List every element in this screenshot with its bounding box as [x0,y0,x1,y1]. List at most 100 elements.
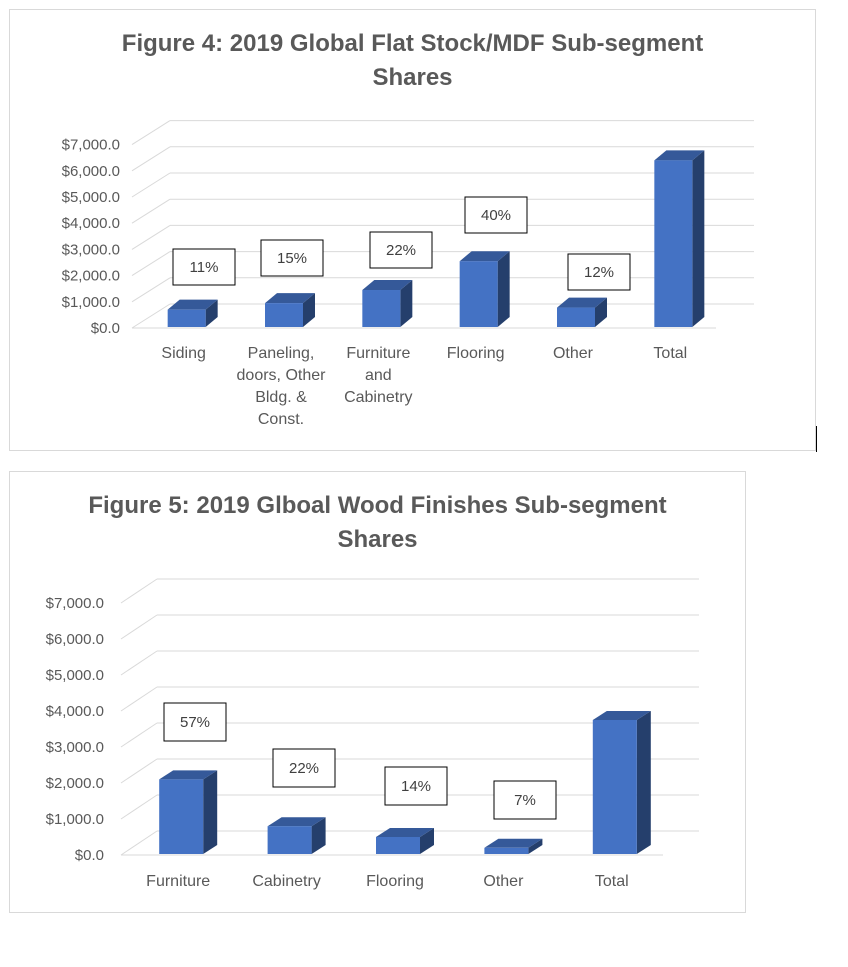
chart-1-plot: $0.0 $1,000.0 $2,000.0 $3,000.0 $4,000.0 $5,0… [62,120,754,428]
bar-top [267,817,326,827]
bar [159,779,204,854]
data-label-box [464,196,528,234]
y-tick-label: $3,000.0 [62,241,120,258]
data-label-box [567,253,631,291]
bar-top [557,297,607,308]
y-tick-label: $2,000.0 [62,268,120,285]
bar-top [654,150,705,161]
bar-side [205,299,218,327]
bar-side [311,817,326,854]
data-label: 15% [277,250,307,267]
chart-1-title-line1: Figure 4: 2019 Global Flat Stock/MDF Sub… [121,30,704,57]
y-tick-label: $1,000.0 [62,294,120,311]
bar-side [692,150,705,327]
y-tick-label: $1,000.0 [46,811,104,828]
y-tick-label: $7,000.0 [62,137,120,154]
y-tick-label: $6,000.0 [46,631,104,648]
bar-side [203,770,218,854]
gridline-depth [131,198,171,224]
bar-top [167,299,218,310]
bar [362,290,401,327]
y-tick-label: $4,000.0 [46,703,104,720]
x-tick-label: Cabinetry [344,389,412,406]
bar-side [303,293,315,327]
bar-side [595,297,607,327]
bar-side [420,828,434,854]
bar-side [636,711,651,854]
data-label: 7% [514,792,536,809]
gridline-depth [131,251,171,277]
bar-top [362,280,413,291]
bar-top [484,838,543,848]
data-label-box [172,248,236,286]
data-label: 14% [401,778,431,795]
chart-2-title-line2: Shares [337,526,418,553]
gridline-depth [131,277,171,303]
y-tick-label: $2,000.0 [46,775,104,792]
bar [167,309,206,327]
x-tick-label: Furniture [346,345,410,362]
gridline-depth [131,120,171,146]
bar-top [376,828,434,837]
x-tick-label: Bldg. & [255,389,307,406]
x-tick-label: Total [595,873,629,890]
x-tick-label: Flooring [447,345,505,362]
bar [484,847,529,854]
bar [592,720,637,854]
gridline-depth [120,722,158,748]
chart-2-title-line1: Figure 5: 2019 Glboal Wood Finishes Sub-… [88,492,667,519]
bar-top [159,770,218,780]
y-tick-label: $6,000.0 [62,163,120,180]
chart-2-title: Figure 5: 2019 Glboal Wood Finishes Sub-… [10,489,745,557]
gridline-depth [120,794,158,820]
x-tick-label: and [365,367,392,384]
data-label-box [272,748,336,788]
x-tick-label: Flooring [366,873,424,890]
data-label: 40% [481,207,511,224]
gridline-depth [120,578,158,604]
y-tick-label: $5,000.0 [46,667,104,684]
x-tick-label: Other [483,873,524,890]
bar-top [592,711,651,720]
bar-side [528,838,543,854]
data-label-box [260,239,324,277]
gridline-depth [120,758,158,784]
y-tick-label: $3,000.0 [46,739,104,756]
x-tick-label: Paneling, [248,345,315,362]
data-label: 57% [180,714,210,731]
x-tick-label: Cabinetry [252,873,320,890]
x-tick-label: doors, Other [237,367,327,384]
data-label: 22% [386,242,416,259]
x-tick-label: Total [653,345,687,362]
edge-mark [816,426,817,452]
bar-top [459,251,510,262]
y-tick-label: $5,000.0 [62,189,120,206]
data-label-box [493,780,557,820]
chart-1-title-line2: Shares [372,64,453,91]
y-tick-label: $0.0 [91,320,120,337]
bar [654,160,693,327]
bar-top [265,293,315,304]
chart-1-title: Figure 4: 2019 Global Flat Stock/MDF Sub… [10,27,815,95]
gridline-depth [131,172,171,198]
x-tick-label: Const. [258,411,304,428]
bar [267,826,312,854]
gridline-depth [131,303,171,329]
bar [459,261,498,327]
x-tick-label: Furniture [146,873,210,890]
gridline-depth [120,650,158,676]
data-label-box [369,231,433,269]
gridline-depth [131,146,171,172]
gridline-depth [120,830,158,856]
data-label: 12% [584,264,614,281]
bar-side [497,251,510,327]
gridline-depth [120,614,158,640]
data-label-box [163,702,227,742]
chart-2-plot: $0.0 $1,000.0 $2,000.0 $3,000.0 $4,000.0 $5,0… [46,578,699,890]
gridline-depth [120,686,158,712]
x-tick-label: Other [553,345,594,362]
bar [557,307,595,327]
bar [265,303,303,327]
gridline-depth [131,224,171,250]
